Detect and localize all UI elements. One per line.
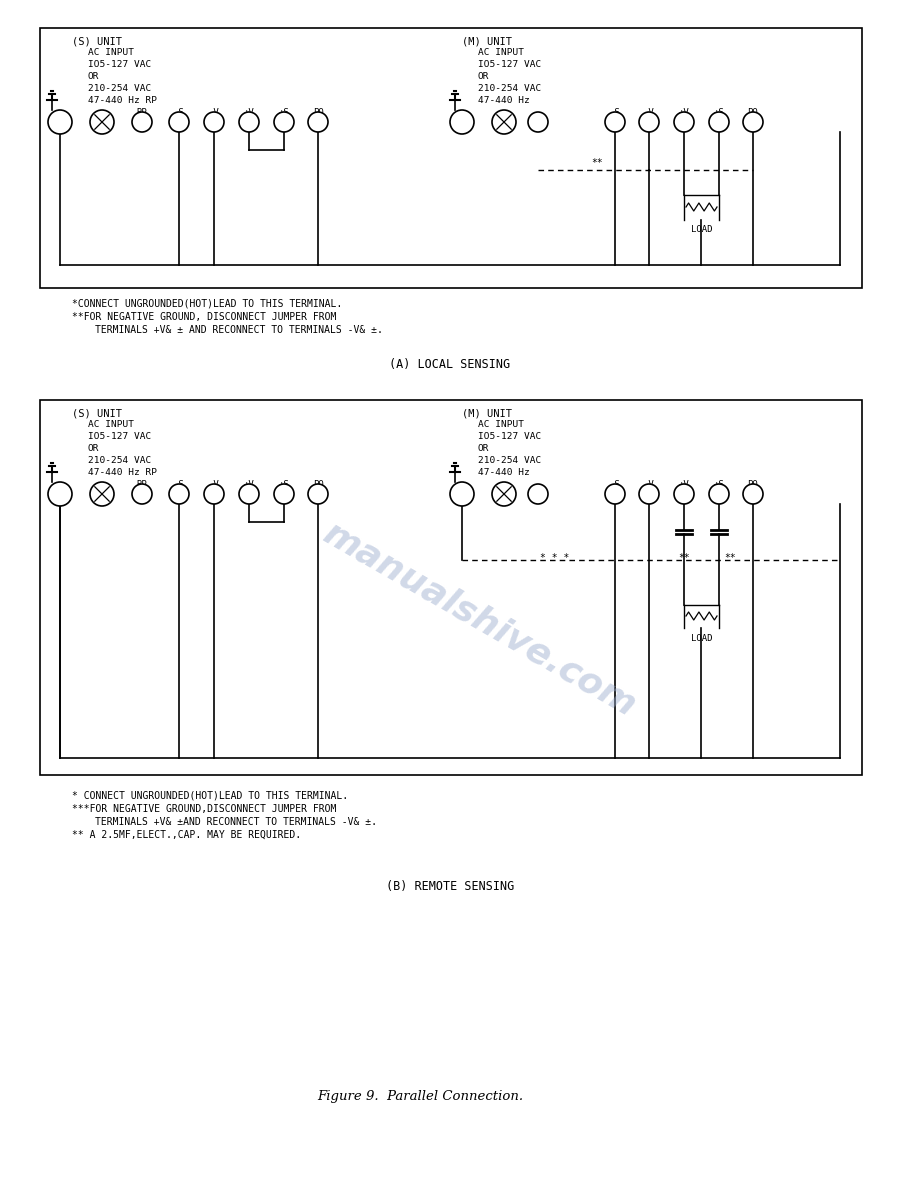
Circle shape bbox=[239, 484, 259, 504]
Text: +S: +S bbox=[279, 108, 289, 116]
Text: * * *: * * * bbox=[541, 552, 570, 563]
Circle shape bbox=[204, 112, 224, 132]
Text: +V: +V bbox=[678, 480, 689, 489]
Circle shape bbox=[450, 110, 474, 134]
Bar bbox=[40, 400, 862, 775]
Circle shape bbox=[743, 112, 763, 132]
Text: -V: -V bbox=[644, 480, 655, 489]
Circle shape bbox=[90, 482, 114, 506]
Text: -S: -S bbox=[174, 480, 185, 489]
Text: IO5-127 VAC: IO5-127 VAC bbox=[478, 432, 542, 441]
Text: **: ** bbox=[678, 552, 689, 563]
Text: IO5-127 VAC: IO5-127 VAC bbox=[478, 61, 542, 69]
Circle shape bbox=[169, 484, 189, 504]
Text: manualshive.com: manualshive.com bbox=[318, 517, 643, 723]
Text: **FOR NEGATIVE GROUND, DISCONNECT JUMPER FROM: **FOR NEGATIVE GROUND, DISCONNECT JUMPER… bbox=[72, 312, 336, 322]
Text: PO: PO bbox=[313, 108, 323, 116]
Circle shape bbox=[90, 110, 114, 134]
Text: (S) UNIT: (S) UNIT bbox=[72, 407, 122, 418]
Circle shape bbox=[674, 112, 694, 132]
Text: +S: +S bbox=[279, 480, 289, 489]
Text: TERMINALS +V& ±AND RECONNECT TO TERMINALS -V& ±.: TERMINALS +V& ±AND RECONNECT TO TERMINAL… bbox=[95, 817, 377, 827]
Circle shape bbox=[528, 112, 548, 132]
Circle shape bbox=[709, 484, 729, 504]
Text: -S: -S bbox=[610, 108, 621, 116]
Bar bbox=[40, 29, 862, 287]
Text: 210-254 VAC: 210-254 VAC bbox=[478, 456, 542, 465]
Text: LOAD: LOAD bbox=[691, 225, 712, 234]
Text: +S: +S bbox=[713, 108, 724, 116]
Text: AC INPUT: AC INPUT bbox=[88, 48, 134, 57]
Text: * CONNECT UNGROUNDED(HOT)LEAD TO THIS TERMINAL.: * CONNECT UNGROUNDED(HOT)LEAD TO THIS TE… bbox=[72, 790, 348, 800]
Circle shape bbox=[48, 482, 72, 506]
Text: (A) LOCAL SENSING: (A) LOCAL SENSING bbox=[389, 358, 510, 371]
Text: PO: PO bbox=[747, 480, 758, 489]
Text: OR: OR bbox=[88, 444, 99, 453]
Circle shape bbox=[308, 112, 328, 132]
Text: AC INPUT: AC INPUT bbox=[478, 48, 524, 57]
Circle shape bbox=[528, 484, 548, 504]
Circle shape bbox=[605, 484, 625, 504]
Text: AC INPUT: AC INPUT bbox=[478, 421, 524, 429]
Text: 210-254 VAC: 210-254 VAC bbox=[88, 456, 151, 465]
Circle shape bbox=[308, 484, 328, 504]
Circle shape bbox=[239, 112, 259, 132]
Text: RP: RP bbox=[137, 108, 148, 116]
Text: 47-440 Hz: 47-440 Hz bbox=[478, 96, 530, 105]
Circle shape bbox=[709, 112, 729, 132]
Circle shape bbox=[605, 112, 625, 132]
Circle shape bbox=[492, 110, 516, 134]
Text: 210-254 VAC: 210-254 VAC bbox=[88, 84, 151, 93]
Text: OR: OR bbox=[88, 72, 99, 81]
Circle shape bbox=[639, 112, 659, 132]
Text: +V: +V bbox=[243, 480, 254, 489]
Text: -S: -S bbox=[174, 108, 185, 116]
Text: OR: OR bbox=[478, 444, 489, 453]
Text: -V: -V bbox=[208, 480, 219, 489]
Text: +V: +V bbox=[678, 108, 689, 116]
Text: IO5-127 VAC: IO5-127 VAC bbox=[88, 432, 151, 441]
Text: 47-440 Hz RP: 47-440 Hz RP bbox=[88, 468, 157, 478]
Circle shape bbox=[274, 484, 294, 504]
Text: -S: -S bbox=[610, 480, 621, 489]
Text: 47-440 Hz: 47-440 Hz bbox=[478, 468, 530, 478]
Text: **: ** bbox=[724, 552, 736, 563]
Circle shape bbox=[743, 484, 763, 504]
Text: -V: -V bbox=[208, 108, 219, 116]
Text: **: ** bbox=[591, 158, 603, 168]
Text: (M) UNIT: (M) UNIT bbox=[462, 36, 512, 46]
Circle shape bbox=[132, 484, 152, 504]
Circle shape bbox=[169, 112, 189, 132]
Text: *CONNECT UNGROUNDED(HOT)LEAD TO THIS TERMINAL.: *CONNECT UNGROUNDED(HOT)LEAD TO THIS TER… bbox=[72, 298, 342, 308]
Text: (B) REMOTE SENSING: (B) REMOTE SENSING bbox=[386, 880, 514, 893]
Text: AC INPUT: AC INPUT bbox=[88, 421, 134, 429]
Circle shape bbox=[204, 484, 224, 504]
Text: TERMINALS +V& ± AND RECONNECT TO TERMINALS -V& ±.: TERMINALS +V& ± AND RECONNECT TO TERMINA… bbox=[95, 326, 383, 335]
Text: ***FOR NEGATIVE GROUND,DISCONNECT JUMPER FROM: ***FOR NEGATIVE GROUND,DISCONNECT JUMPER… bbox=[72, 804, 336, 814]
Text: LOAD: LOAD bbox=[691, 634, 712, 643]
Text: Figure 9.  Parallel Connection.: Figure 9. Parallel Connection. bbox=[317, 1091, 523, 1102]
Circle shape bbox=[48, 110, 72, 134]
Text: (S) UNIT: (S) UNIT bbox=[72, 36, 122, 46]
Text: 210-254 VAC: 210-254 VAC bbox=[478, 84, 542, 93]
Text: PO: PO bbox=[313, 480, 323, 489]
Text: -V: -V bbox=[644, 108, 655, 116]
Circle shape bbox=[274, 112, 294, 132]
Circle shape bbox=[450, 482, 474, 506]
Text: RP: RP bbox=[137, 480, 148, 489]
Text: 47-440 Hz RP: 47-440 Hz RP bbox=[88, 96, 157, 105]
Circle shape bbox=[674, 484, 694, 504]
Circle shape bbox=[132, 112, 152, 132]
Text: (M) UNIT: (M) UNIT bbox=[462, 407, 512, 418]
Text: OR: OR bbox=[478, 72, 489, 81]
Text: +V: +V bbox=[243, 108, 254, 116]
Text: PO: PO bbox=[747, 108, 758, 116]
Text: +S: +S bbox=[713, 480, 724, 489]
Text: ** A 2.5MF,ELECT.,CAP. MAY BE REQUIRED.: ** A 2.5MF,ELECT.,CAP. MAY BE REQUIRED. bbox=[72, 830, 301, 840]
Text: IO5-127 VAC: IO5-127 VAC bbox=[88, 61, 151, 69]
Circle shape bbox=[639, 484, 659, 504]
Circle shape bbox=[492, 482, 516, 506]
